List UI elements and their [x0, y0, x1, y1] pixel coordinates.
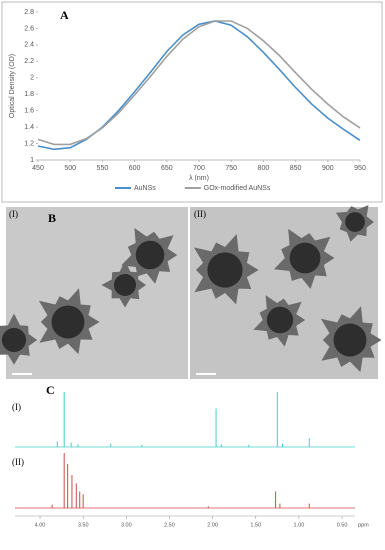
x-tick-label: 850	[290, 165, 302, 172]
tem-image	[6, 207, 188, 379]
x-tick-label: 1.50	[250, 522, 261, 528]
x-tick-label: 4.00	[35, 522, 46, 528]
y-tick-label: 1.8	[24, 91, 34, 98]
nanostar-core	[114, 274, 136, 296]
y-tick-label: 2.8	[24, 9, 34, 16]
image-label: (II)	[194, 209, 206, 219]
panel-label: B	[48, 211, 56, 225]
x-tick-label: 650	[161, 165, 173, 172]
x-tick-label: 800	[258, 165, 270, 172]
y-tick-label: 2.4	[24, 42, 34, 49]
legend-label: AuNSs	[134, 185, 156, 192]
x-tick-label: 0.50	[337, 522, 348, 528]
y-tick-label: 1.4	[24, 124, 34, 131]
nanostar-core	[135, 240, 165, 270]
series-label: (I)	[12, 402, 21, 412]
nanostar-core	[333, 323, 367, 357]
x-tick-label: 950	[354, 165, 366, 172]
x-axis-title: λ (nm)	[189, 175, 209, 182]
y-tick-label: 2.2	[24, 58, 34, 65]
x-tick-label: 3.50	[78, 522, 89, 528]
x-tick-label: 600	[129, 165, 141, 172]
nanostar-core	[51, 305, 85, 339]
x-tick-label: 3.00	[121, 522, 132, 528]
x-tick-label: 550	[97, 165, 109, 172]
panel-label: A	[60, 8, 69, 22]
nanostar-core	[207, 252, 243, 288]
series-label: (II)	[12, 457, 24, 467]
x-tick-label: 450	[32, 165, 44, 172]
y-tick-label: 1	[30, 157, 34, 164]
y-tick-label: 1.6	[24, 108, 34, 115]
x-tick-label: 500	[64, 165, 76, 172]
y-tick-label: 1.2	[24, 140, 34, 147]
nanostar-core	[289, 242, 321, 274]
series-line	[37, 20, 361, 151]
x-tick-label: 900	[322, 165, 334, 172]
y-axis-title: Optical Density (OD)	[9, 54, 16, 118]
x-tick-label: 1.00	[294, 522, 305, 528]
legend-label: GOx-modified AuNSs	[204, 185, 271, 192]
nanostar-core	[266, 306, 294, 334]
x-tick-label: 2.00	[207, 522, 218, 528]
image-label: (I)	[9, 209, 18, 219]
series-line	[37, 20, 361, 146]
x-axis-title: ppm	[358, 522, 369, 528]
x-tick-label: 750	[225, 165, 237, 172]
tem-images	[0, 205, 382, 379]
x-tick-label: 700	[193, 165, 205, 172]
nanostar-core	[345, 212, 365, 232]
y-tick-label: 2.6	[24, 25, 34, 32]
y-tick-label: 2	[30, 75, 34, 82]
nanostar-core	[1, 327, 27, 353]
panel-frame	[1, 1, 383, 203]
x-tick-label: 2.50	[164, 522, 175, 528]
panel-label: C	[46, 383, 55, 397]
